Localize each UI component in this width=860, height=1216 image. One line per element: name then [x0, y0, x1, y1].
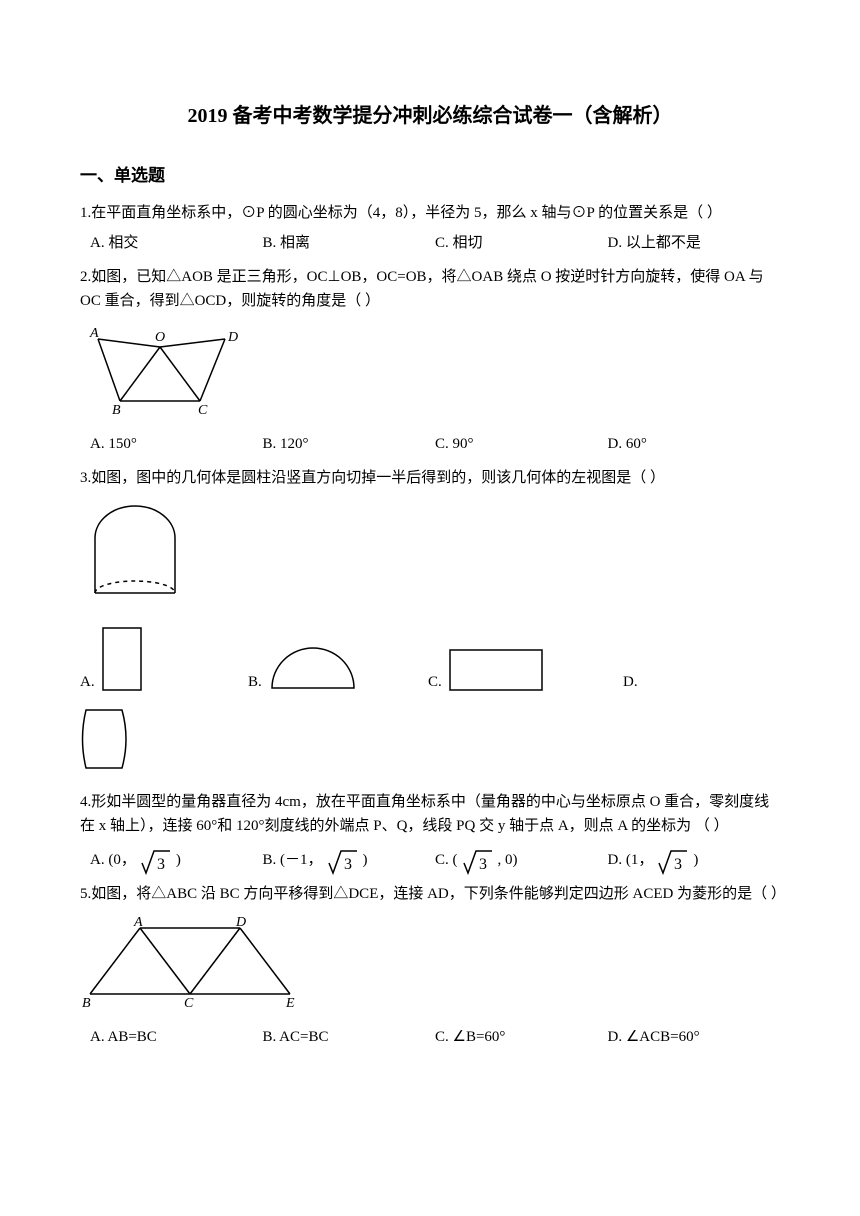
q4-text: 4.形如半圆型的量角器直径为 4cm，放在平面直角坐标系中（量角器的中心与坐标原…	[80, 790, 780, 838]
q4-d-post: )	[693, 848, 698, 872]
q3-fig-c	[446, 644, 546, 694]
q2-text: 2.如图，已知△AOB 是正三角形，OC⊥OB，OC=OB，将△OAB 绕点 O…	[80, 265, 780, 313]
q5-text: 5.如图，将△ABC 沿 BC 方向平移得到△DCE，连接 AD，下列条件能够判…	[80, 882, 780, 906]
q1-opt-b: B. 相离	[263, 231, 436, 255]
svg-text:O: O	[155, 330, 165, 345]
q4-b-pre: B. (－1，	[263, 848, 323, 872]
q3-fig-d	[80, 704, 780, 782]
question-3: 3.如图，图中的几何体是圆柱沿竖直方向切掉一半后得到的，则该几何体的左视图是（ …	[80, 466, 780, 782]
q3-text: 3.如图，图中的几何体是圆柱沿竖直方向切掉一半后得到的，则该几何体的左视图是（ …	[80, 466, 780, 490]
q4-opt-a: A. (0， 3 )	[90, 844, 263, 872]
q3-figure	[80, 498, 780, 616]
q3-opt-d: D.	[623, 670, 638, 694]
q3-opt-c: C.	[428, 670, 442, 694]
question-4: 4.形如半圆型的量角器直径为 4cm，放在平面直角坐标系中（量角器的中心与坐标原…	[80, 790, 780, 872]
sqrt-icon: 3	[657, 847, 689, 875]
q4-b-post: )	[363, 848, 368, 872]
question-2: 2.如图，已知△AOB 是正三角形，OC⊥OB，OC=OB，将△OAB 绕点 O…	[80, 265, 780, 456]
svg-text:C: C	[184, 996, 194, 1009]
q3-opt-b: B.	[248, 670, 262, 694]
q3-opt-a: A.	[80, 670, 95, 694]
question-5: 5.如图，将△ABC 沿 BC 方向平移得到△DCE，连接 AD，下列条件能够判…	[80, 882, 780, 1049]
q4-opt-c: C. ( 3 , 0)	[435, 844, 608, 872]
q1-opt-c: C. 相切	[435, 231, 608, 255]
svg-text:3: 3	[479, 856, 487, 873]
page-title: 2019 备考中考数学提分冲刺必练综合试卷一（含解析）	[80, 100, 780, 132]
q3-fig-a	[99, 624, 145, 694]
q2-figure: A O D B C	[80, 321, 780, 424]
q3-fig-b	[266, 642, 361, 694]
q4-d-pre: D. (1，	[608, 848, 654, 872]
svg-text:D: D	[227, 330, 238, 345]
svg-text:A: A	[89, 326, 99, 341]
q5-opt-c: C. ∠B=60°	[435, 1025, 608, 1049]
q1-opt-d: D. 以上都不是	[608, 231, 781, 255]
svg-text:3: 3	[674, 856, 682, 873]
q5-opt-b: B. AC=BC	[263, 1025, 436, 1049]
svg-text:A: A	[133, 915, 143, 930]
svg-text:B: B	[112, 403, 121, 416]
svg-text:3: 3	[344, 856, 352, 873]
q4-opt-d: D. (1， 3 )	[608, 844, 781, 872]
svg-text:B: B	[82, 996, 91, 1009]
svg-text:D: D	[235, 915, 246, 930]
q4-opt-b: B. (－1， 3 )	[263, 844, 436, 872]
svg-text:3: 3	[157, 856, 165, 873]
q4-a-pre: A. (0，	[90, 848, 136, 872]
q2-opt-a: A. 150°	[90, 432, 263, 456]
sqrt-icon: 3	[327, 847, 359, 875]
q4-c-pre: C. (	[435, 848, 458, 872]
q5-figure: A D B C E	[80, 914, 780, 1017]
q2-opt-c: C. 90°	[435, 432, 608, 456]
question-1: 1.在平面直角坐标系中，⊙P 的圆心坐标为（4，8），半径为 5，那么 x 轴与…	[80, 201, 780, 255]
svg-text:C: C	[198, 403, 208, 416]
q4-a-post: )	[176, 848, 181, 872]
q2-opt-b: B. 120°	[263, 432, 436, 456]
sqrt-icon: 3	[462, 847, 494, 875]
sqrt-icon: 3	[140, 847, 172, 875]
q1-text: 1.在平面直角坐标系中，⊙P 的圆心坐标为（4，8），半径为 5，那么 x 轴与…	[80, 201, 780, 225]
q5-opt-d: D. ∠ACB=60°	[608, 1025, 781, 1049]
q1-opt-a: A. 相交	[90, 231, 263, 255]
q5-opt-a: A. AB=BC	[90, 1025, 263, 1049]
q2-opt-d: D. 60°	[608, 432, 781, 456]
q4-c-post: , 0)	[498, 848, 518, 872]
svg-text:E: E	[285, 996, 295, 1009]
section-heading: 一、单选题	[80, 162, 780, 189]
